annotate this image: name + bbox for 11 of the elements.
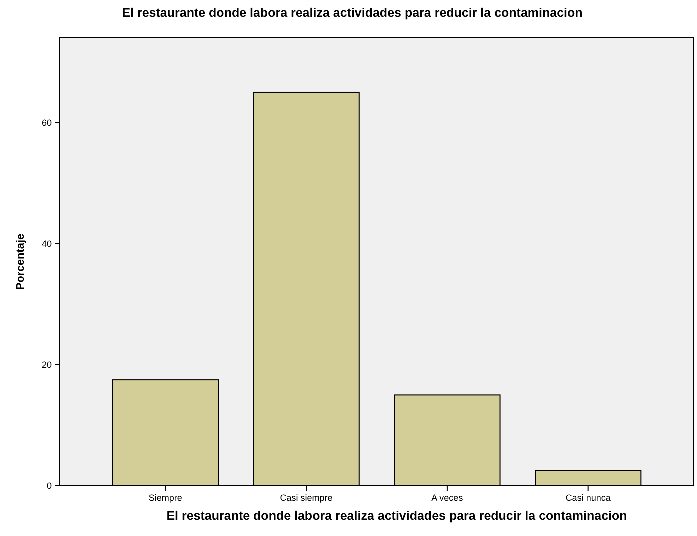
y-tick-label: 0	[46, 481, 52, 492]
x-tick-label: Siempre	[148, 493, 182, 503]
x-tick-label: Casi siempre	[280, 493, 333, 503]
x-tick-label: A veces	[432, 493, 464, 503]
chart-title: El restaurante donde labora realiza actividades para reducir la contaminacion	[122, 6, 583, 20]
y-tick-label: 60	[42, 118, 52, 128]
y-axis-title: Porcentaje	[15, 234, 27, 290]
x-tick-label: Casi nunca	[566, 493, 611, 503]
y-tick-label: 20	[42, 360, 52, 370]
y-tick-label: 40	[42, 238, 52, 249]
x-axis-title: El restaurante donde labora realiza actividades para reducir la contaminacion	[166, 509, 628, 523]
